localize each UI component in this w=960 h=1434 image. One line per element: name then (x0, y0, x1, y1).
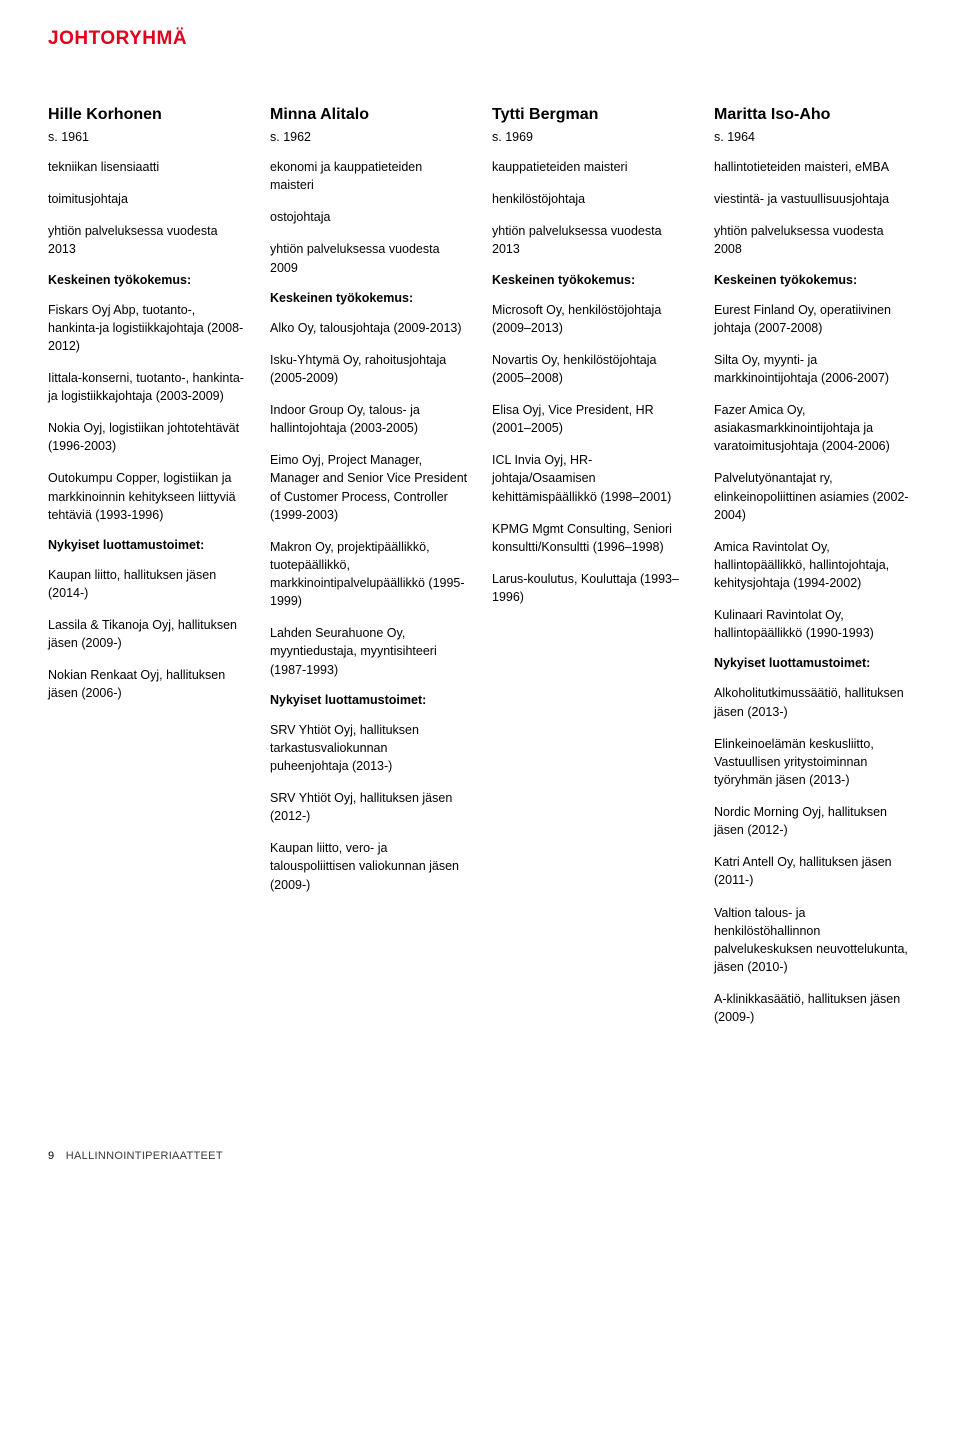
person-year: s. 1962 (270, 130, 468, 144)
trust-item: Lassila & Tikanoja Oyj, hallituksen jäse… (48, 616, 246, 652)
experience-item: Microsoft Oy, henkilöstöjohtaja (2009–20… (492, 301, 690, 337)
section-head-experience: Keskeinen työkokemus: (270, 291, 468, 305)
section-head-experience: Keskeinen työkokemus: (492, 273, 690, 287)
intro-item: yhtiön palveluksessa vuodesta 2013 (48, 222, 246, 258)
trust-item: Katri Antell Oy, hallituksen jäsen (2011… (714, 853, 912, 889)
person-col-4: Maritta Iso-Aho s. 1964 hallintotieteide… (714, 106, 912, 1040)
intro-item: ekonomi ja kauppatieteiden maisteri (270, 158, 468, 194)
person-name: Minna Alitalo (270, 106, 468, 124)
section-head-experience: Keskeinen työkokemus: (48, 273, 246, 287)
experience-item: Fazer Amica Oy, asiakasmarkkinointijohta… (714, 401, 912, 455)
experience-item: Silta Oy, myynti- ja markkinointijohtaja… (714, 351, 912, 387)
experience-item: Indoor Group Oy, talous- ja hallintojoht… (270, 401, 468, 437)
trust-item: Alkoholitutkimussäätiö, hallituksen jäse… (714, 684, 912, 720)
person-col-3: Tytti Bergman s. 1969 kauppatieteiden ma… (492, 106, 690, 1040)
experience-item: Larus-koulutus, Kouluttaja (1993–1996) (492, 570, 690, 606)
trust-item: Kaupan liitto, vero- ja talouspoliittise… (270, 839, 468, 893)
experience-item: Makron Oy, projektipäällikkö, tuotepääll… (270, 538, 468, 611)
experience-item: Amica Ravintolat Oy, hallintopäällikkö, … (714, 538, 912, 592)
intro-item: yhtiön palveluksessa vuodesta 2013 (492, 222, 690, 258)
experience-item: Eurest Finland Oy, operatiivinen johtaja… (714, 301, 912, 337)
person-name: Maritta Iso-Aho (714, 106, 912, 124)
intro-item: yhtiön palveluksessa vuodesta 2009 (270, 240, 468, 276)
section-head-trust: Nykyiset luottamustoimet: (48, 538, 246, 552)
footer-label: HALLINNOINTIPERIAATTEET (66, 1150, 223, 1162)
person-columns: Hille Korhonen s. 1961 tekniikan lisensi… (48, 106, 912, 1040)
experience-item: Lahden Seurahuone Oy, myyntiedustaja, my… (270, 624, 468, 678)
trust-item: Nordic Morning Oyj, hallituksen jäsen (2… (714, 803, 912, 839)
experience-item: KPMG Mgmt Consulting, Seniori konsultti/… (492, 520, 690, 556)
experience-item: Nokia Oyj, logistiikan johtotehtävät (19… (48, 419, 246, 455)
experience-item: Palvelutyönantajat ry, elinkeinopoliitti… (714, 469, 912, 523)
person-year: s. 1961 (48, 130, 246, 144)
intro-item: ostojohtaja (270, 208, 468, 226)
intro-item: toimitusjohtaja (48, 190, 246, 208)
person-name: Hille Korhonen (48, 106, 246, 124)
experience-item: Fiskars Oyj Abp, tuotanto-, hankinta-ja … (48, 301, 246, 355)
person-col-1: Hille Korhonen s. 1961 tekniikan lisensi… (48, 106, 246, 1040)
page-title: JOHTORYHMÄ (48, 28, 912, 50)
page-number: 9 (48, 1150, 54, 1162)
section-head-experience: Keskeinen työkokemus: (714, 273, 912, 287)
person-col-2: Minna Alitalo s. 1962 ekonomi ja kauppat… (270, 106, 468, 1040)
intro-item: hallintotieteiden maisteri, eMBA (714, 158, 912, 176)
intro-item: kauppatieteiden maisteri (492, 158, 690, 176)
intro-item: viestintä- ja vastuullisuusjohtaja (714, 190, 912, 208)
intro-item: henkilöstöjohtaja (492, 190, 690, 208)
trust-item: Kaupan liitto, hallituksen jäsen (2014-) (48, 566, 246, 602)
trust-item: SRV Yhtiöt Oyj, hallituksen jäsen (2012-… (270, 789, 468, 825)
experience-item: Iittala-konserni, tuotanto-, hankinta- j… (48, 369, 246, 405)
experience-item: ICL Invia Oyj, HR-johtaja/Osaamisen kehi… (492, 451, 690, 505)
trust-item: A-klinikkasäätiö, hallituksen jäsen (200… (714, 990, 912, 1026)
trust-item: Nokian Renkaat Oyj, hallituksen jäsen (2… (48, 666, 246, 702)
intro-item: yhtiön palveluksessa vuodesta 2008 (714, 222, 912, 258)
section-head-trust: Nykyiset luottamustoimet: (270, 693, 468, 707)
person-name: Tytti Bergman (492, 106, 690, 124)
person-year: s. 1964 (714, 130, 912, 144)
person-year: s. 1969 (492, 130, 690, 144)
trust-item: Valtion talous- ja henkilöstöhallinnon p… (714, 904, 912, 977)
experience-item: Outokumpu Copper, logistiikan ja markkin… (48, 469, 246, 523)
page-footer: 9 HALLINNOINTIPERIAATTEET (48, 1150, 912, 1162)
intro-item: tekniikan lisensiaatti (48, 158, 246, 176)
experience-item: Kulinaari Ravintolat Oy, hallintopäällik… (714, 606, 912, 642)
experience-item: Isku-Yhtymä Oy, rahoitusjohtaja (2005-20… (270, 351, 468, 387)
trust-item: SRV Yhtiöt Oyj, hallituksen tarkastusval… (270, 721, 468, 775)
section-head-trust: Nykyiset luottamustoimet: (714, 656, 912, 670)
experience-item: Eimo Oyj, Project Manager, Manager and S… (270, 451, 468, 524)
trust-item: Elinkeinoelämän keskusliitto, Vastuullis… (714, 735, 912, 789)
experience-item: Novartis Oy, henkilöstöjohtaja (2005–200… (492, 351, 690, 387)
experience-item: Alko Oy, talousjohtaja (2009-2013) (270, 319, 468, 337)
experience-item: Elisa Oyj, Vice President, HR (2001–2005… (492, 401, 690, 437)
